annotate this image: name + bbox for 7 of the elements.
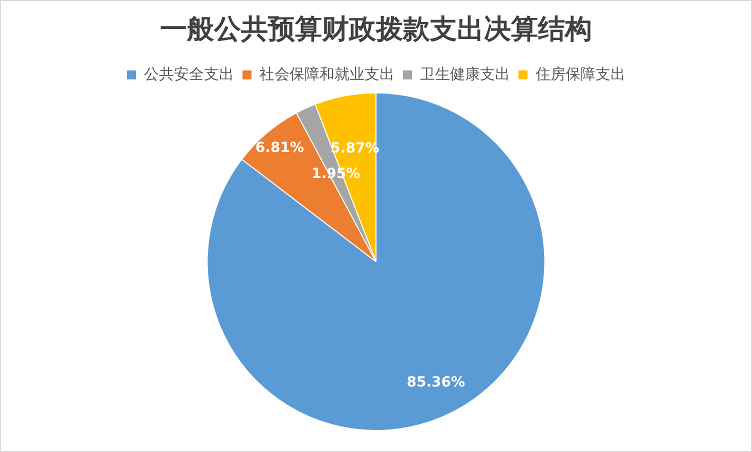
chart-title: 一般公共预算财政拨款支出决算结构 [160,14,592,46]
legend-label: 社会保障和就业支出 [260,64,394,83]
data-label: 85.36% [406,374,466,390]
legend-label: 卫生健康支出 [420,64,510,83]
legend-label: 公共安全支出 [144,64,234,83]
data-label: 6.81% [255,140,304,156]
legend-label: 住房保障支出 [534,64,626,83]
